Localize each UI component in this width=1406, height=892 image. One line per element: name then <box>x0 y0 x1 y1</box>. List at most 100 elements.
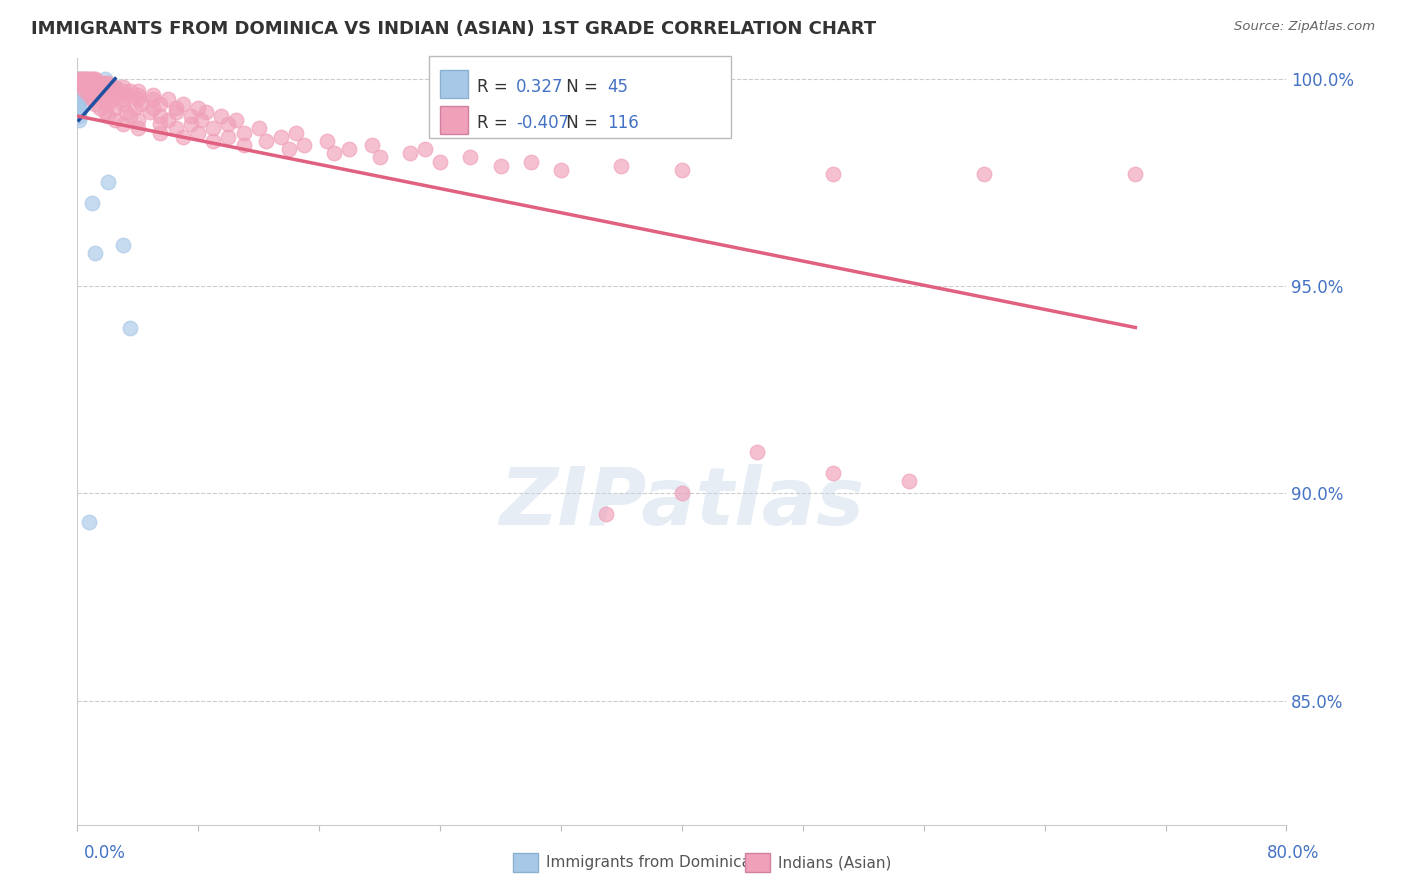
Point <box>67 101 90 115</box>
Point <box>93 71 115 86</box>
Point <box>67 76 90 90</box>
Point <box>67 84 90 98</box>
Point <box>67 96 90 111</box>
Point <box>93 76 115 90</box>
Point <box>79 88 101 103</box>
Point <box>96 76 118 90</box>
Point <box>79 71 101 86</box>
Point <box>67 76 90 90</box>
Point <box>315 134 337 148</box>
Point <box>96 96 118 111</box>
Point <box>194 104 217 119</box>
Point <box>67 92 90 106</box>
Text: -0.407: -0.407 <box>516 114 569 133</box>
Point <box>72 80 94 95</box>
Point <box>80 80 103 95</box>
Point <box>114 104 136 119</box>
Point <box>127 121 149 136</box>
Text: 116: 116 <box>607 114 640 133</box>
Point <box>127 113 149 128</box>
Point <box>142 92 165 106</box>
Point <box>69 84 91 98</box>
Point <box>489 159 512 173</box>
Point <box>190 113 212 128</box>
Point <box>127 88 149 103</box>
Point <box>77 80 100 95</box>
Point <box>67 88 90 103</box>
Point <box>67 71 90 86</box>
Text: Immigrants from Dominica: Immigrants from Dominica <box>546 855 751 870</box>
Point <box>139 104 162 119</box>
Point <box>83 71 105 86</box>
Point <box>67 92 90 106</box>
Point <box>84 96 107 111</box>
Point <box>292 138 315 153</box>
Point <box>69 71 91 86</box>
Point <box>104 80 127 95</box>
Text: N =: N = <box>561 114 603 133</box>
Point <box>67 88 90 103</box>
Point <box>75 76 97 90</box>
Point <box>86 76 108 90</box>
Point <box>111 84 134 98</box>
Point <box>67 113 90 128</box>
Point <box>747 445 769 459</box>
Point <box>70 84 93 98</box>
Point <box>1123 167 1146 181</box>
Point <box>100 92 122 106</box>
Point <box>218 117 240 131</box>
Text: R =: R = <box>477 114 513 133</box>
Point <box>209 109 232 123</box>
Point <box>671 163 693 178</box>
Point <box>84 88 107 103</box>
Point <box>413 142 436 156</box>
Point <box>202 134 225 148</box>
Point <box>100 80 122 95</box>
Point <box>165 101 187 115</box>
Point <box>104 84 127 98</box>
Point <box>69 76 91 90</box>
Point <box>270 129 292 144</box>
Point <box>89 80 111 95</box>
Point <box>84 71 107 86</box>
Point <box>96 175 118 189</box>
Text: IMMIGRANTS FROM DOMINICA VS INDIAN (ASIAN) 1ST GRADE CORRELATION CHART: IMMIGRANTS FROM DOMINICA VS INDIAN (ASIA… <box>31 20 876 37</box>
Point <box>149 126 172 140</box>
Point <box>337 142 360 156</box>
Point <box>897 474 920 488</box>
Point <box>96 109 118 123</box>
Point <box>218 129 240 144</box>
Point <box>821 167 844 181</box>
Point <box>973 167 995 181</box>
Point <box>82 92 104 106</box>
Point <box>232 126 254 140</box>
Point <box>69 76 91 90</box>
Point <box>72 76 94 90</box>
Point <box>69 88 91 103</box>
Point <box>93 80 115 95</box>
Point <box>82 196 104 211</box>
Point <box>225 113 247 128</box>
Point <box>72 76 94 90</box>
Point <box>202 121 225 136</box>
Point <box>69 80 91 95</box>
Point <box>96 84 118 98</box>
Point <box>84 76 107 90</box>
Point <box>90 92 112 106</box>
Point <box>129 96 152 111</box>
Point <box>323 146 346 161</box>
Point <box>82 76 104 90</box>
Point <box>67 76 90 90</box>
Point <box>73 84 96 98</box>
Text: R =: R = <box>477 78 513 96</box>
Point <box>70 80 93 95</box>
Point <box>278 142 301 156</box>
Point <box>67 84 90 98</box>
Point <box>149 117 172 131</box>
Point <box>69 92 91 106</box>
Point <box>124 101 146 115</box>
Point <box>520 154 543 169</box>
Point <box>73 80 96 95</box>
Point <box>165 121 187 136</box>
Text: Indians (Asian): Indians (Asian) <box>778 855 891 870</box>
